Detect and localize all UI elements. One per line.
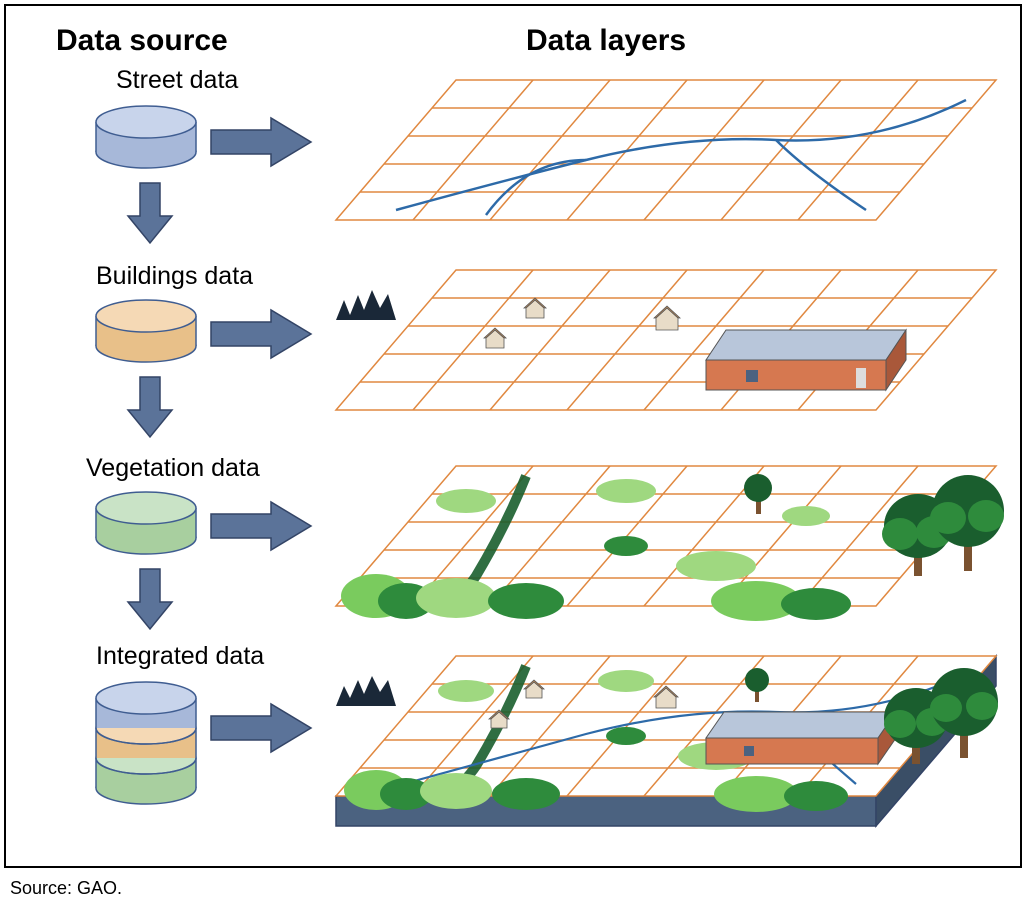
grid-integrated	[326, 626, 1006, 846]
large-building-icon	[706, 330, 906, 390]
label-integrated: Integrated data	[96, 642, 264, 671]
cylinder-integrated	[86, 678, 206, 818]
tree-icon	[930, 475, 1004, 571]
grid-vegetation	[326, 436, 1006, 626]
label-street: Street data	[116, 66, 238, 95]
source-citation: Source: GAO.	[10, 878, 122, 899]
arrow-right-street	[206, 114, 316, 170]
label-buildings: Buildings data	[96, 262, 253, 291]
arrow-down-vegetation	[122, 564, 178, 634]
arrow-right-buildings	[206, 306, 316, 362]
arrow-down-street	[122, 178, 178, 248]
arrow-right-integrated	[206, 700, 316, 756]
arrow-right-vegetation	[206, 498, 316, 554]
cylinder-street	[86, 102, 206, 182]
diagram-container: Data source Data layers Street data	[0, 0, 1024, 905]
grid-street	[326, 60, 1006, 240]
grid-buildings	[326, 250, 1006, 430]
arrow-down-buildings	[122, 372, 178, 442]
cylinder-buildings	[86, 296, 206, 376]
header-data-layers: Data layers	[526, 24, 686, 58]
diagram-frame: Data source Data layers Street data	[4, 4, 1022, 868]
label-vegetation: Vegetation data	[86, 454, 260, 483]
header-data-source: Data source	[56, 24, 228, 58]
cylinder-vegetation	[86, 488, 206, 568]
